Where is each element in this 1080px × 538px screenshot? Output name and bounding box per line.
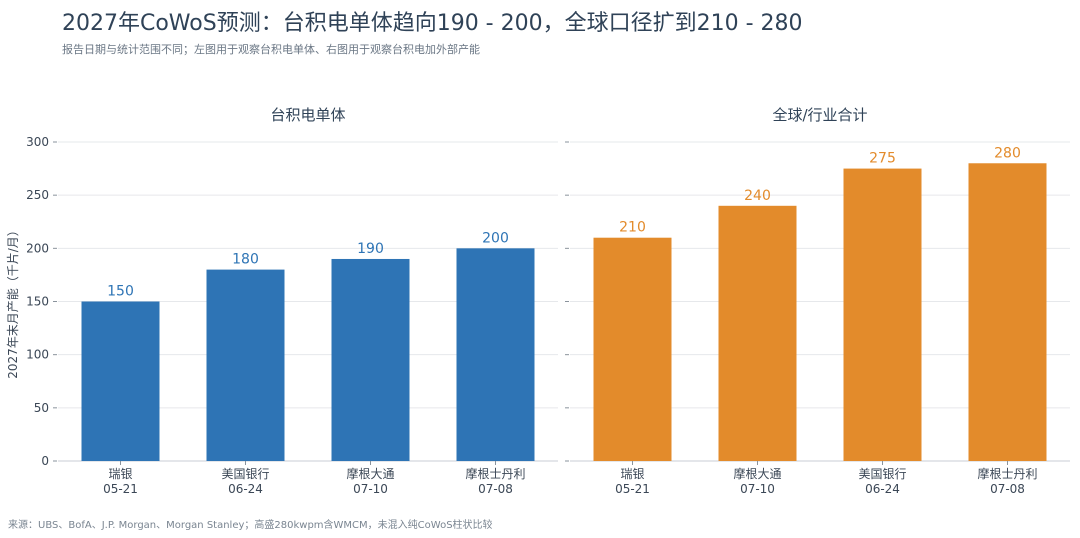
bar bbox=[843, 168, 922, 462]
x-tick-label: 美国银行 bbox=[858, 467, 906, 481]
data-label: 210 bbox=[619, 220, 646, 236]
bar bbox=[206, 269, 285, 461]
y-tick-label: 100 bbox=[26, 348, 49, 362]
x-tick-date: 05-21 bbox=[615, 482, 650, 496]
source-note: 来源：UBS、BofA、J.P. Morgan、Morgan Stanley；高… bbox=[8, 520, 493, 531]
y-tick-label: 300 bbox=[26, 135, 49, 149]
bar bbox=[331, 258, 410, 461]
bar bbox=[593, 237, 672, 461]
x-tick-date: 07-10 bbox=[740, 482, 775, 496]
data-label: 240 bbox=[744, 188, 771, 204]
x-tick-date: 07-08 bbox=[990, 482, 1025, 496]
panel-title: 全球/行业合计 bbox=[772, 106, 867, 124]
x-tick-date: 06-24 bbox=[865, 482, 900, 496]
y-tick-label: 50 bbox=[34, 401, 49, 415]
data-label: 180 bbox=[232, 252, 259, 268]
data-label: 200 bbox=[482, 230, 509, 246]
chart-title: 2027年CoWoS预测：台积电单体趋向190 - 200，全球口径扩到210 … bbox=[62, 11, 803, 36]
y-axis-label: 2027年末月产能（千片/月） bbox=[6, 224, 20, 379]
chart-subtitle: 报告日期与统计范围不同；左图用于观察台积电单体、右图用于观察台积电加外部产能 bbox=[62, 43, 480, 56]
y-tick-label: 250 bbox=[26, 188, 49, 202]
data-label: 190 bbox=[357, 241, 384, 257]
x-tick-label: 摩根士丹利 bbox=[977, 466, 1037, 481]
x-tick-date: 07-10 bbox=[353, 482, 388, 496]
panel-title: 台积电单体 bbox=[270, 106, 345, 124]
x-tick-date: 07-08 bbox=[478, 482, 513, 496]
x-tick-date: 06-24 bbox=[228, 482, 263, 496]
data-label: 150 bbox=[107, 284, 134, 300]
x-tick-label: 摩根士丹利 bbox=[465, 466, 525, 481]
x-tick-label: 瑞银 bbox=[620, 467, 644, 481]
bar bbox=[718, 205, 797, 461]
x-tick-label: 摩根大通 bbox=[346, 466, 394, 481]
bar bbox=[81, 301, 160, 461]
y-tick-label: 150 bbox=[26, 295, 49, 309]
data-label: 280 bbox=[994, 145, 1021, 161]
bar bbox=[968, 163, 1047, 461]
x-tick-date: 05-21 bbox=[103, 482, 138, 496]
x-tick-label: 瑞银 bbox=[108, 467, 132, 481]
y-tick-label: 200 bbox=[26, 241, 49, 255]
x-tick-label: 美国银行 bbox=[221, 467, 269, 481]
data-label: 275 bbox=[869, 151, 896, 167]
bar bbox=[456, 248, 535, 461]
x-tick-label: 摩根大通 bbox=[733, 466, 781, 481]
y-tick-label: 0 bbox=[41, 454, 49, 468]
